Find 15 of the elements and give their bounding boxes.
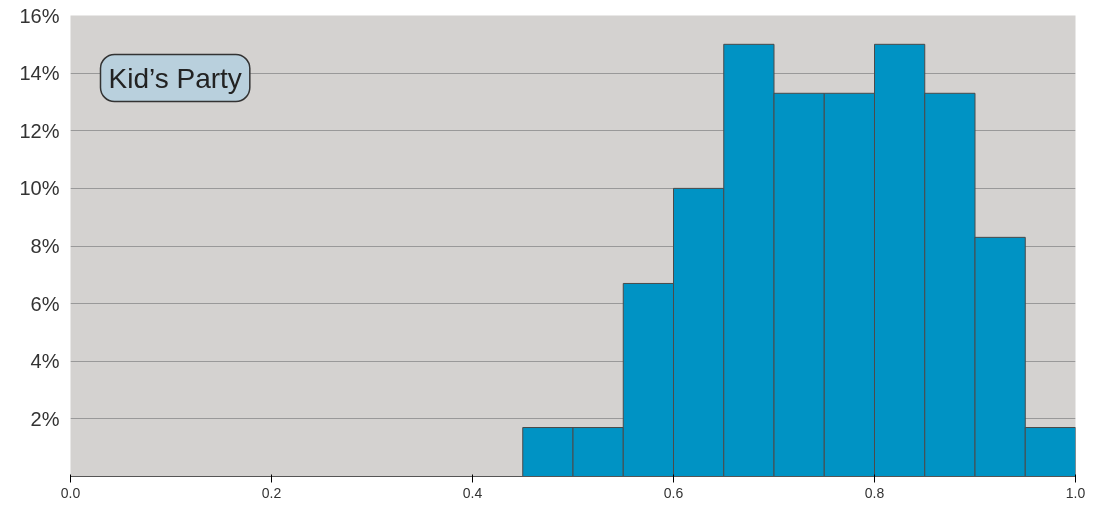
x-tick-label: 1.0 <box>1065 484 1086 501</box>
y-tick-label: 14% <box>19 62 60 85</box>
x-tick-label: 0.8 <box>864 484 885 501</box>
x-tick-label: 0.2 <box>261 484 282 501</box>
x-tick-label: 0.0 <box>60 484 81 501</box>
y-tick-label: 6% <box>30 292 60 315</box>
y-tick-label: 12% <box>19 119 60 142</box>
y-tick-label: 16% <box>19 4 60 27</box>
x-tick-label: 0.4 <box>462 484 483 501</box>
annotation: Kid’s Party <box>108 62 242 94</box>
y-tick-label: 2% <box>30 407 60 430</box>
y-tick-label: 10% <box>19 177 60 200</box>
y-tick-label: 8% <box>30 235 60 257</box>
y-tick-label: 4% <box>30 350 60 373</box>
x-tick-label: 0.6 <box>663 484 684 501</box>
